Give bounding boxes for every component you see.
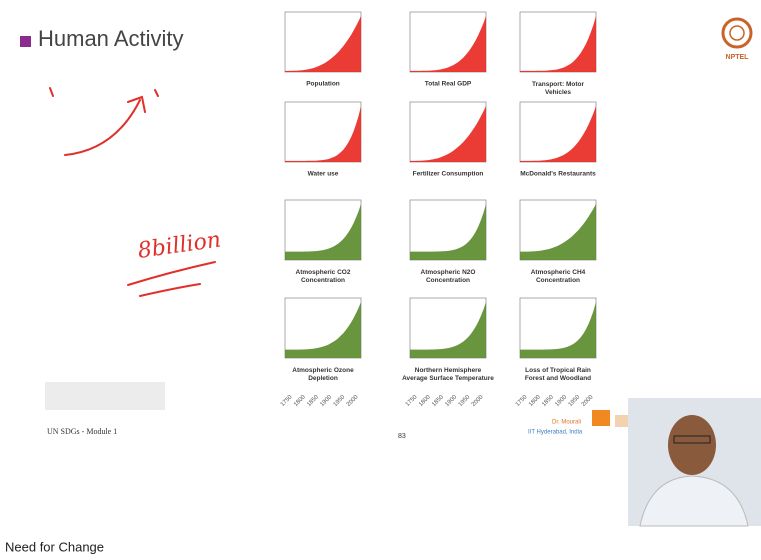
title-bullet [20,36,31,47]
small-print [45,382,165,410]
author: Dr. Mourali [552,420,581,426]
panel-label: Population [306,81,340,88]
panel-label: McDonald's Restaurants [520,171,596,178]
panel-label: Water use [308,171,339,178]
slide-title: Human Activity [38,26,184,51]
caption: Need for Change [5,539,104,554]
presenter-head [668,415,716,475]
institute-logo [592,410,610,426]
presenter-video [628,398,761,526]
slide: Human Activity 8billion PopulationTotal … [0,0,761,560]
module-label: UN SDGs - Module 1 [47,427,117,436]
page-number: 83 [398,433,406,440]
panel-label: Total Real GDP [425,81,472,88]
nptel-label: NPTEL [726,54,750,61]
institute: IIT Hyderabad, India [528,430,583,436]
panel-label: Fertilizer Consumption [413,171,484,178]
